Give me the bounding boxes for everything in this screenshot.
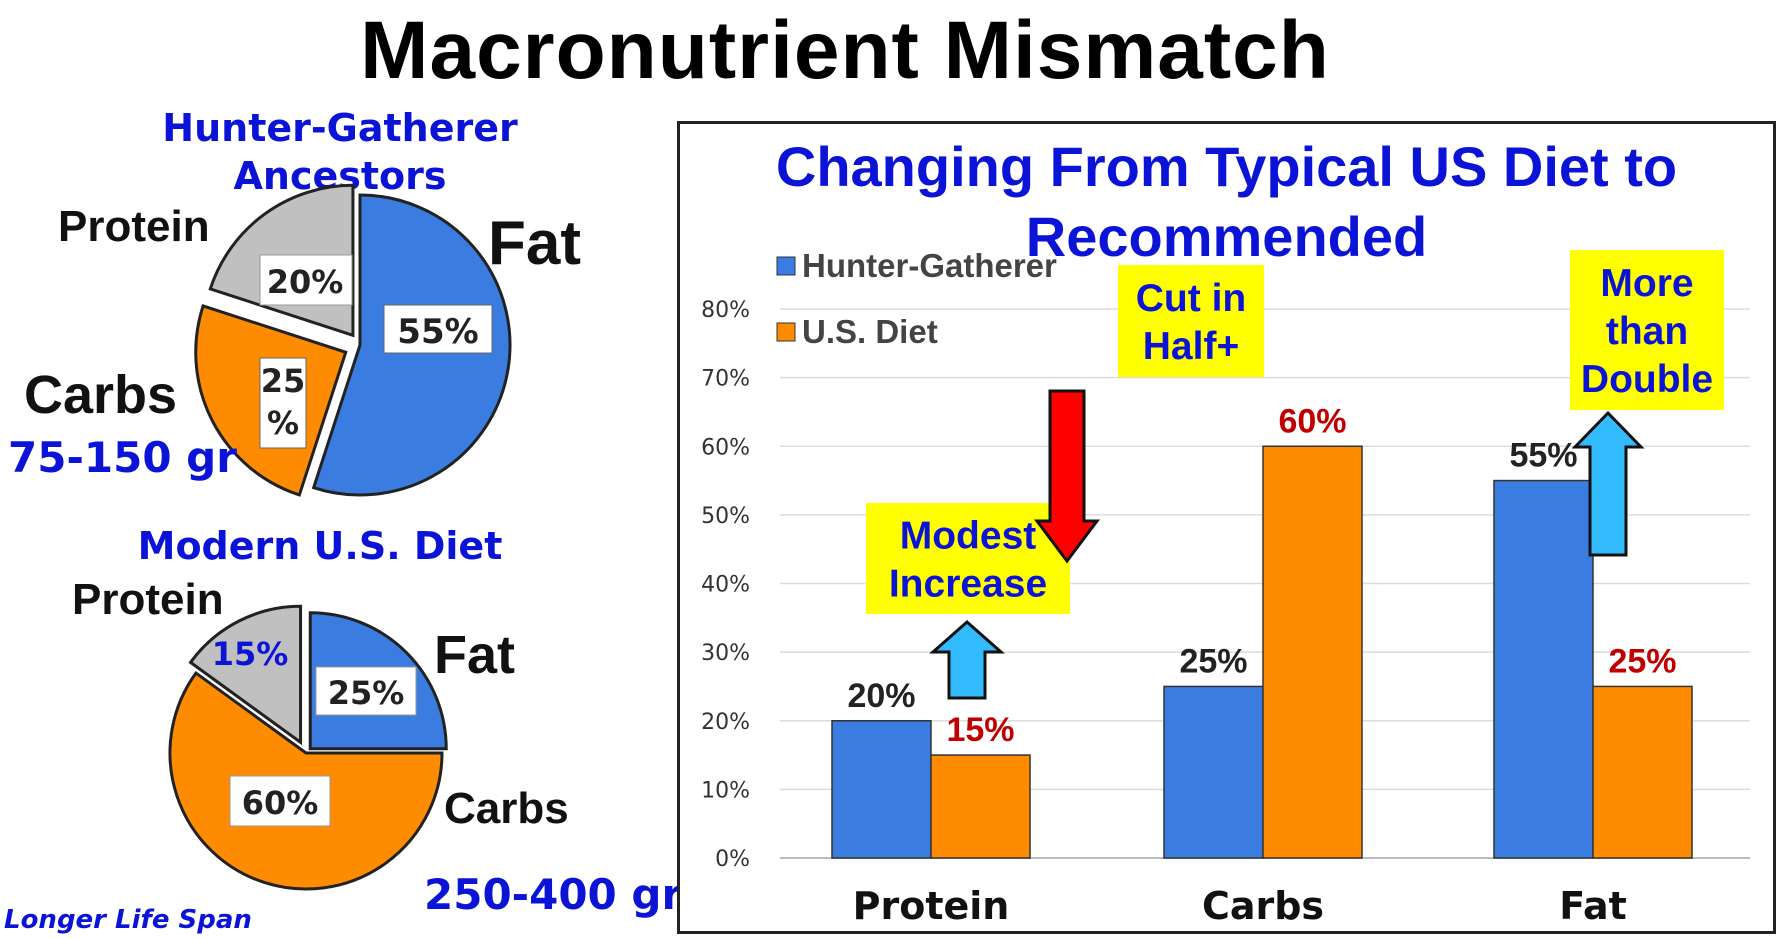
bar-value-label: 25% [1608, 642, 1676, 680]
pie-label-box [315, 666, 417, 716]
y-tick-label: 70% [701, 367, 750, 392]
pie-label-fat: 25% [328, 674, 405, 712]
y-tick-label: 10% [701, 778, 750, 803]
y-tick-label: 40% [701, 573, 750, 598]
hunter-gatherer-pie: 55% 25% 20% [194, 183, 512, 497]
page-title: Macronutrient Mismatch [360, 5, 1330, 96]
y-tick-label: 60% [701, 435, 750, 460]
bar-chart: 0% 10% 20% 30% 40% 50% 60% 70% 80% 20% 15% Protein 2… [701, 247, 1750, 928]
us-fat-name: Fat [434, 625, 515, 685]
us-diet-pie: 25% 60% 15% [168, 604, 448, 891]
bar-value-label: 60% [1278, 402, 1346, 440]
pie-label-box [259, 254, 353, 306]
bar-chart-title: Changing From Typical US Diet to Recomme… [775, 135, 1678, 268]
bar-value-label: 25% [1179, 642, 1247, 680]
bar-value-label: 55% [1509, 437, 1577, 475]
us-carbs-name: Carbs [444, 784, 569, 833]
decrease-arrow-icon [1034, 389, 1100, 564]
bar-u-s-diet-carbs [1262, 445, 1363, 859]
bar-hunter-gatherer-fat [1493, 479, 1594, 859]
y-tick-label: 0% [715, 847, 750, 872]
bar-value-label: 15% [946, 711, 1014, 749]
y-tick-label: 80% [701, 298, 750, 323]
bar-hunter-gatherer-carbs [1163, 685, 1264, 859]
pie-label-fat: 55% [397, 312, 478, 352]
increase-arrow-icon [929, 619, 1005, 700]
pie-label-carbs: 60% [242, 784, 319, 822]
bar-u-s-diet-fat [1592, 685, 1693, 859]
annotation-box [1570, 250, 1724, 410]
hunter-gatherer-pie-title: Hunter-Gatherer Ancestors [162, 106, 518, 198]
hg-grams-note: 75-150 gr [8, 433, 237, 482]
hg-protein-name: Protein [58, 202, 210, 251]
bar-chart-panel: Changing From Typical US Diet to Recomme… [677, 121, 1776, 934]
bar-u-s-diet-protein [930, 754, 1031, 859]
pie-label-box [259, 357, 307, 449]
y-tick-label: 50% [701, 504, 750, 529]
y-tick-label: 30% [701, 641, 750, 666]
hg-carbs-name: Carbs [24, 365, 178, 425]
annotation-text: Modest Increase [889, 515, 1047, 606]
legend-swatch [776, 322, 796, 342]
legend-label: Hunter-Gatherer [802, 247, 1057, 284]
x-category-label: Fat [1559, 884, 1627, 928]
bar-value-label: 20% [847, 677, 915, 715]
pie-label-carbs: 25% [261, 362, 306, 442]
pie-label-protein: 20% [267, 263, 344, 301]
us-protein-name: Protein [72, 575, 224, 624]
x-category-label: Protein [853, 884, 1010, 928]
y-tick-label: 20% [701, 710, 750, 735]
us-diet-pie-title: Modern U.S. Diet [137, 524, 503, 568]
us-grams-note: 250-400 gr [424, 870, 683, 919]
pie-label-box [229, 775, 331, 827]
pie-slice-protein [188, 604, 303, 746]
legend-label: U.S. Diet [802, 313, 938, 350]
legend-swatch [776, 256, 796, 276]
annotation-text: Cut in Half+ [1136, 277, 1246, 368]
pie-label-box [383, 304, 493, 354]
hg-fat-name: Fat [488, 209, 581, 278]
increase-arrow-icon [1571, 410, 1645, 557]
annotation-text: More than Double [1581, 262, 1713, 401]
x-category-label: Carbs [1202, 884, 1324, 928]
bar-hunter-gatherer-protein [831, 720, 932, 859]
pie-label-protein: 15% [212, 635, 289, 673]
annotation-box [1118, 265, 1264, 377]
footer-text: Longer Life Span [4, 905, 252, 935]
